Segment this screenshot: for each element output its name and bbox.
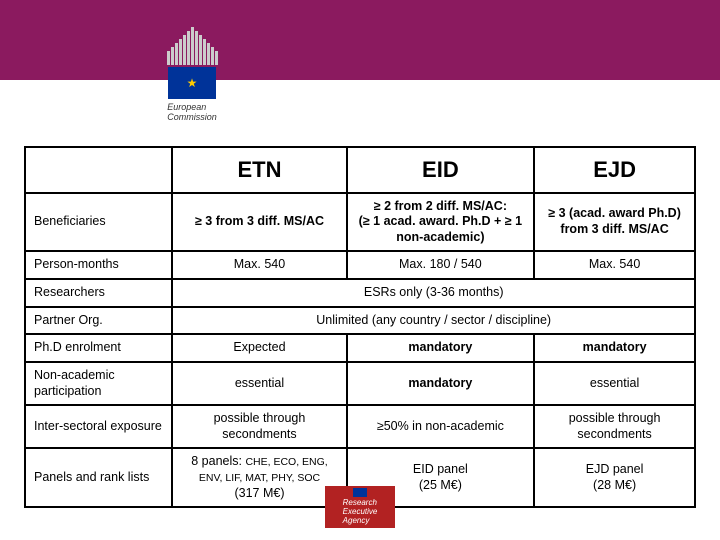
table-row: Inter-sectoral exposurepossible through … [25, 405, 695, 448]
footer-badge: Research Executive Agency [325, 486, 395, 528]
cell-c1: Expected [172, 334, 346, 362]
col-blank [25, 147, 172, 193]
cell-c3: Max. 540 [534, 251, 695, 279]
cell-c3: ≥ 3 (acad. award Ph.D) from 3 diff. MS/A… [534, 193, 695, 252]
cell-c3: essential [534, 362, 695, 405]
cell-c1: essential [172, 362, 346, 405]
cell-c3: possible through secondments [534, 405, 695, 448]
table-row: Person-monthsMax. 540Max. 180 / 540Max. … [25, 251, 695, 279]
cell-c1: ≥ 3 from 3 diff. MS/AC [172, 193, 346, 252]
cell-c1: Max. 540 [172, 251, 346, 279]
col-ejd: EJD [534, 147, 695, 193]
mini-flag-icon [353, 488, 367, 497]
table-row: ResearchersESRs only (3-36 months) [25, 279, 695, 307]
cell-c2: mandatory [347, 334, 535, 362]
logo-text: European Commission [167, 102, 217, 122]
table-body: Beneficiaries≥ 3 from 3 diff. MS/AC≥ 2 f… [25, 193, 695, 508]
cell-c2: ≥ 2 from 2 diff. MS/AC: (≥ 1 acad. award… [347, 193, 535, 252]
ec-logo: European Commission [150, 27, 234, 122]
row-label: Inter-sectoral exposure [25, 405, 172, 448]
table-header-row: ETN EID EJD [25, 147, 695, 193]
cell-c3: mandatory [534, 334, 695, 362]
row-label: Panels and rank lists [25, 448, 172, 507]
table-row: Partner Org.Unlimited (any country / sec… [25, 307, 695, 335]
row-label: Partner Org. [25, 307, 172, 335]
cell-c2: Max. 180 / 540 [347, 251, 535, 279]
eu-flag-icon [168, 67, 216, 99]
col-etn: ETN [172, 147, 346, 193]
cell-etn: 8 panels: CHE, ECO, ENG, ENV, LIF, MAT, … [172, 448, 346, 507]
row-label: Ph.D enrolment [25, 334, 172, 362]
row-label: Person-months [25, 251, 172, 279]
table-row: Non-academic participationessentialmanda… [25, 362, 695, 405]
cell-c2: mandatory [347, 362, 535, 405]
table-row: Beneficiaries≥ 3 from 3 diff. MS/AC≥ 2 f… [25, 193, 695, 252]
header-bar: European Commission [0, 0, 720, 80]
cell-c1: possible through secondments [172, 405, 346, 448]
comparison-table: ETN EID EJD Beneficiaries≥ 3 from 3 diff… [24, 146, 696, 508]
row-label: Researchers [25, 279, 172, 307]
cell-c2: ≥50% in non-academic [347, 405, 535, 448]
row-label: Beneficiaries [25, 193, 172, 252]
footer-text: Research Executive Agency [343, 499, 378, 525]
col-eid: EID [347, 147, 535, 193]
row-label: Non-academic participation [25, 362, 172, 405]
row-span-cell: ESRs only (3-36 months) [172, 279, 695, 307]
row-span-cell: Unlimited (any country / sector / discip… [172, 307, 695, 335]
table-row: Ph.D enrolmentExpectedmandatorymandatory [25, 334, 695, 362]
cell-c3: EJD panel (28 M€) [534, 448, 695, 507]
